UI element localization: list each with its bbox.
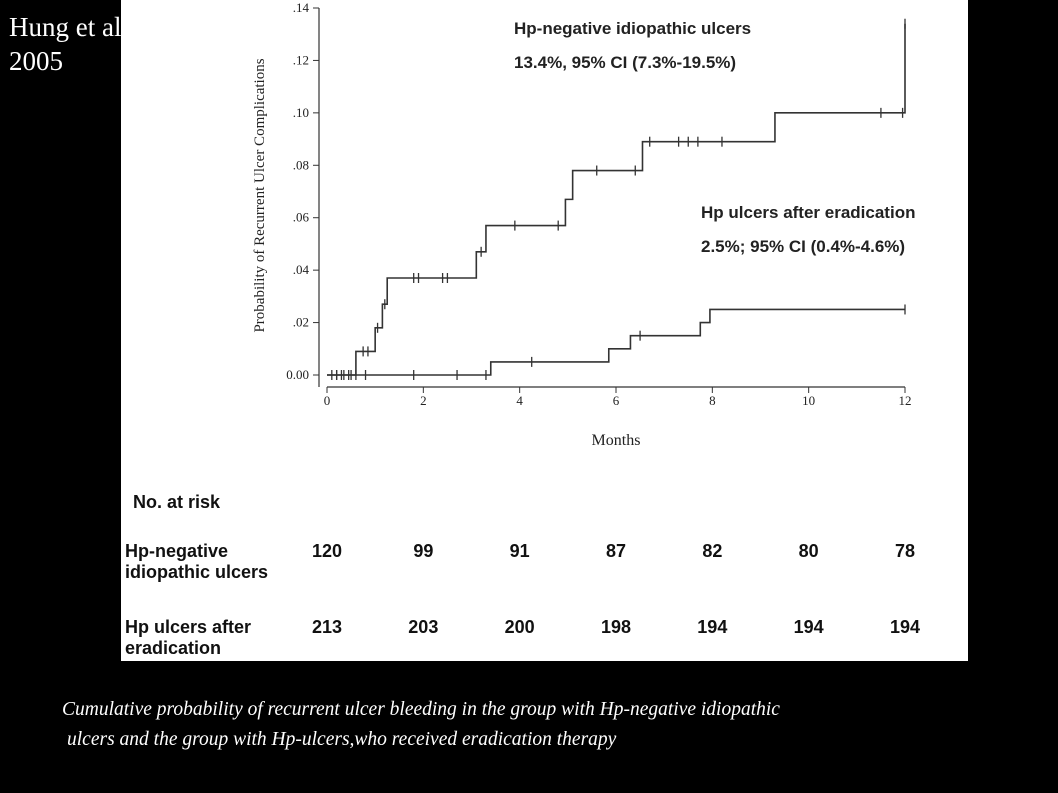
risk-value-row-2: 194 <box>697 617 728 637</box>
risk-row-label-1-line1: Hp-negative <box>125 541 229 561</box>
risk-row-label-1: Hp-negative idiopathic ulcers <box>125 541 268 583</box>
y-tick-label: .12 <box>293 52 309 67</box>
risk-row-label-2-line2: eradication <box>125 638 222 658</box>
y-tick-label: .02 <box>293 315 309 330</box>
risk-value-row-1: 87 <box>605 541 627 561</box>
risk-table-heading: No. at risk <box>133 492 221 512</box>
annotation-series-2-name: Hp ulcers after eradication <box>701 203 915 222</box>
risk-value-row-2: 213 <box>311 617 343 637</box>
risk-value-row-2: 203 <box>408 617 439 637</box>
caption-line-2: ulcers and the group with Hp-ulcers,who … <box>67 729 617 750</box>
annotation-series-1-ci: 13.4%, 95% CI (7.3%-19.5%) <box>514 53 736 72</box>
risk-value-row-2: 194 <box>889 617 921 637</box>
caption-line-1: Cumulative probability of recurrent ulce… <box>62 699 780 720</box>
x-tick-label: 10 <box>802 393 815 408</box>
chart-panel: 0 2 4 6 8 10 12 0.00 .02 .04 .06 .08 .10 .12 .14 Months… <box>121 0 968 661</box>
y-tick-label: .06 <box>293 210 310 225</box>
annotation-series-2-ci: 2.5%; 95% CI (0.4%-4.6%) <box>701 237 905 256</box>
risk-value-row-1: 80 <box>798 541 819 561</box>
risk-row-label-2-line1: Hp ulcers after <box>125 617 252 637</box>
risk-value-row-1: 91 <box>509 541 530 561</box>
x-tick-label: 6 <box>613 393 620 408</box>
risk-value-row-2: 198 <box>600 617 632 637</box>
risk-row-label-2: Hp ulcers after eradication <box>125 617 251 659</box>
x-tick-label: 8 <box>709 393 716 408</box>
risk-row-label-1-line2: idiopathic ulcers <box>125 562 269 582</box>
x-axis-label: Months <box>592 432 641 449</box>
series-line-2 <box>327 308 905 376</box>
x-tick-label: 0 <box>324 393 331 408</box>
figure-caption: Cumulative probability of recurrent ulce… <box>62 695 1012 755</box>
x-tick-label: 12 <box>899 393 912 408</box>
y-tick-label: .04 <box>293 262 310 277</box>
risk-value-row-1: 78 <box>894 541 916 561</box>
kaplan-meier-chart: 0 2 4 6 8 10 12 0.00 .02 .04 .06 .08 .10 .12 .14 Months… <box>252 0 915 449</box>
y-axis-label: Probability of Recurrent Ulcer Complicat… <box>252 58 268 332</box>
y-tick-label: .14 <box>293 0 310 15</box>
risk-value-row-2: 194 <box>793 617 824 637</box>
annotation-series-1-name: Hp-negative idiopathic ulcers <box>514 19 751 38</box>
risk-value-row-1: 82 <box>702 541 723 561</box>
y-tick-label: 0.00 <box>286 367 309 382</box>
y-tick-label: .10 <box>293 105 309 120</box>
risk-value-row-1: 120 <box>311 541 343 561</box>
y-tick-label: .08 <box>293 157 309 172</box>
citation-label: Hung et al, 2005 <box>9 12 129 76</box>
risk-value-row-2: 200 <box>504 617 535 637</box>
x-tick-label: 4 <box>516 393 523 408</box>
series-line-1 <box>327 23 906 376</box>
risk-value-row-1: 99 <box>413 541 434 561</box>
x-tick-label: 2 <box>420 393 427 408</box>
